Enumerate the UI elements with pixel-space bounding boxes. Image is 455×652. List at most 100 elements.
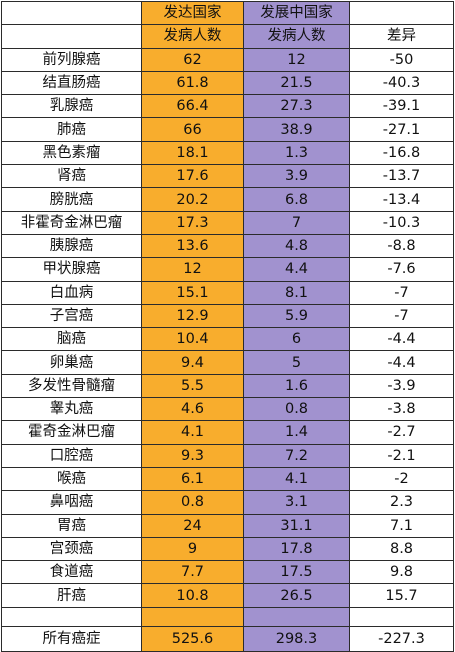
developed-value-cell: 10.4	[141, 327, 244, 352]
cancer-name-cell: 口腔癌	[1, 443, 142, 468]
cancer-name-cell: 膀胱癌	[1, 187, 142, 212]
developing-value-cell: 26.5	[243, 583, 350, 608]
cancer-name-cell: 结直肠癌	[1, 70, 142, 96]
developing-value-cell: 6	[243, 327, 350, 352]
developed-value-cell: 4.1	[141, 420, 244, 445]
developing-value-cell: 6.8	[243, 187, 350, 212]
difference-value-cell: 9.8	[349, 560, 454, 585]
difference-value-cell: -4.4	[349, 327, 454, 352]
developing-value-cell: 4.8	[243, 233, 350, 259]
developed-value-cell: 61.8	[141, 70, 244, 96]
cancer-name-cell: 鼻咽癌	[1, 490, 142, 515]
developing-value-cell: 38.9	[243, 117, 350, 142]
difference-value-cell: 2.3	[349, 490, 454, 515]
developing-value-cell: 8.1	[243, 280, 350, 305]
table-row: 白血病 15.1 8.1 -7	[1, 280, 454, 305]
developed-value-cell: 66.4	[141, 94, 244, 119]
developing-value-cell: 12	[243, 47, 350, 72]
cancer-name-cell: 食道癌	[1, 560, 142, 585]
developed-value-cell: 10.8	[141, 583, 244, 608]
developed-value-cell: 4.6	[141, 397, 244, 422]
developing-value-cell: 21.5	[243, 70, 350, 96]
developing-value-cell: 4.1	[243, 466, 350, 492]
difference-value-cell: -39.1	[349, 94, 454, 119]
table-row: 卵巢癌 9.4 5 -4.4	[1, 350, 454, 375]
header-empty-cell	[1, 0, 142, 26]
developed-value-cell: 12.9	[141, 303, 244, 329]
header-empty-cell	[349, 0, 454, 26]
difference-value-cell: -7.6	[349, 257, 454, 282]
table-row: 膀胱癌 20.2 6.8 -13.4	[1, 187, 454, 212]
cancer-name-cell: 霍奇金淋巴瘤	[1, 420, 142, 445]
developed-value-cell: 62	[141, 47, 244, 72]
developing-value-cell: 0.8	[243, 397, 350, 422]
spacer-cell	[1, 606, 142, 627]
developing-value-cell: 17.8	[243, 536, 350, 562]
header-row-columns: 发病人数 发病人数 差异	[1, 24, 454, 49]
cancer-name-cell: 胃癌	[1, 513, 142, 538]
table-row: 子宫癌 12.9 5.9 -7	[1, 303, 454, 329]
table-row: 乳腺癌 66.4 27.3 -39.1	[1, 94, 454, 119]
table-header: 发达国家 发展中国家 发病人数 发病人数 差异	[1, 0, 454, 49]
developed-value-cell: 7.7	[141, 560, 244, 585]
developed-value-cell: 20.2	[141, 187, 244, 212]
developed-value-cell: 5.5	[141, 373, 244, 399]
developing-value-cell: 5.9	[243, 303, 350, 329]
difference-value-cell: 7.1	[349, 513, 454, 538]
difference-value-cell: 15.7	[349, 583, 454, 608]
developed-value-cell: 9	[141, 536, 244, 562]
cancer-name-cell: 肾癌	[1, 164, 142, 189]
developing-value-cell: 7	[243, 210, 350, 235]
total-developed: 525.6	[141, 625, 244, 652]
cancer-name-cell: 前列腺癌	[1, 47, 142, 72]
difference-value-cell: -16.8	[349, 140, 454, 166]
developed-value-cell: 12	[141, 257, 244, 282]
total-developing: 298.3	[243, 625, 350, 652]
header-row-groups: 发达国家 发展中国家	[1, 0, 454, 26]
header-col-developed: 发病人数	[141, 24, 244, 49]
developing-value-cell: 27.3	[243, 94, 350, 119]
cancer-name-cell: 甲状腺癌	[1, 257, 142, 282]
developing-value-cell: 3.9	[243, 164, 350, 189]
developed-value-cell: 17.6	[141, 164, 244, 189]
table-row: 结直肠癌 61.8 21.5 -40.3	[1, 70, 454, 96]
table-row: 肺癌 66 38.9 -27.1	[1, 117, 454, 142]
spacer-row	[1, 606, 454, 627]
difference-value-cell: -3.8	[349, 397, 454, 422]
developed-value-cell: 66	[141, 117, 244, 142]
developed-value-cell: 24	[141, 513, 244, 538]
cancer-name-cell: 宫颈癌	[1, 536, 142, 562]
cancer-name-cell: 白血病	[1, 280, 142, 305]
developing-value-cell: 3.1	[243, 490, 350, 515]
cancer-name-cell: 脑癌	[1, 327, 142, 352]
table-row: 非霍奇金淋巴瘤 17.3 7 -10.3	[1, 210, 454, 235]
total-difference: -227.3	[349, 625, 454, 652]
developed-value-cell: 13.6	[141, 233, 244, 259]
table-row: 宫颈癌 9 17.8 8.8	[1, 536, 454, 562]
spacer-cell	[141, 606, 244, 627]
table-row: 霍奇金淋巴瘤 4.1 1.4 -2.7	[1, 420, 454, 445]
total-name: 所有癌症	[1, 625, 142, 652]
developed-value-cell: 18.1	[141, 140, 244, 166]
table-row: 鼻咽癌 0.8 3.1 2.3	[1, 490, 454, 515]
developing-value-cell: 4.4	[243, 257, 350, 282]
cancer-name-cell: 非霍奇金淋巴瘤	[1, 210, 142, 235]
cancer-name-cell: 卵巢癌	[1, 350, 142, 375]
spacer-cell	[243, 606, 350, 627]
difference-value-cell: -27.1	[349, 117, 454, 142]
cancer-name-cell: 肺癌	[1, 117, 142, 142]
header-group-developed: 发达国家	[141, 0, 244, 26]
cancer-name-cell: 喉癌	[1, 466, 142, 492]
cancer-name-cell: 胰腺癌	[1, 233, 142, 259]
cancer-name-cell: 睾丸癌	[1, 397, 142, 422]
difference-value-cell: -8.8	[349, 233, 454, 259]
table-row: 甲状腺癌 12 4.4 -7.6	[1, 257, 454, 282]
difference-value-cell: -7	[349, 280, 454, 305]
cancer-name-cell: 乳腺癌	[1, 94, 142, 119]
table-row: 喉癌 6.1 4.1 -2	[1, 466, 454, 492]
header-col-developing: 发病人数	[243, 24, 350, 49]
difference-value-cell: -4.4	[349, 350, 454, 375]
difference-value-cell: 8.8	[349, 536, 454, 562]
